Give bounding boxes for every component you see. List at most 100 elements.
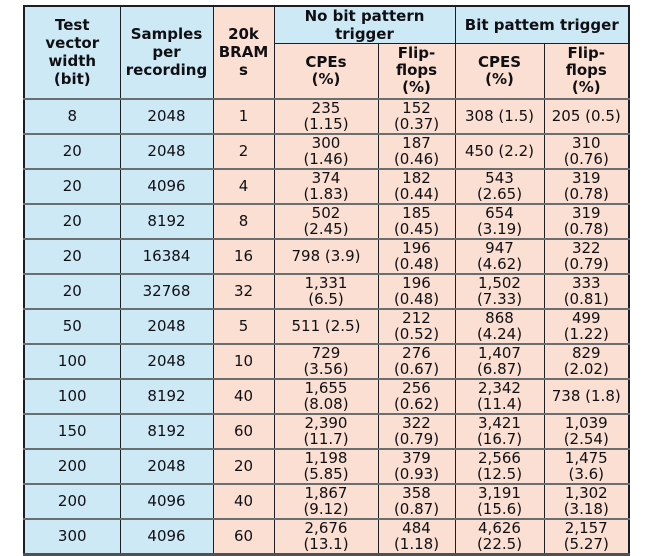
resource-utilization-table: Test vector width (bit) Samples per reco…: [23, 5, 631, 556]
cell-test-vector-width: 20: [23, 167, 120, 204]
table-row: 20 2048 2 300 (1.46) 187 (0.46) 450 (2.2) 310 …: [23, 132, 630, 169]
cell-bit-trigger-flipflops: 319 (0.78): [543, 167, 630, 204]
cell-bit-trigger-cpes: 947 (4.62): [454, 237, 544, 274]
table-row: 300 4096 60 2,676 (13.1) 484 (1.18) 4,626 (22…: [23, 517, 630, 554]
cell-bit-trigger-flipflops: 1,475 (3.6): [543, 447, 630, 484]
cell-brams-20k: 8: [212, 202, 274, 239]
cell-no-trigger-flipflops: 256 (0.62): [377, 377, 455, 414]
cell-no-trigger-flipflops: 276 (0.67): [377, 342, 455, 379]
cell-no-trigger-flipflops: 358 (0.87): [377, 482, 455, 519]
cell-bit-trigger-cpes: 450 (2.2): [454, 132, 544, 169]
cell-no-trigger-cpes: 1,331 (6.5): [273, 272, 378, 309]
cell-no-trigger-cpes: 1,867 (9.12): [273, 482, 378, 519]
cell-brams-20k: 20: [212, 447, 274, 484]
cell-bit-trigger-cpes: 868 (4.24): [454, 307, 544, 344]
cell-bit-trigger-flipflops: 322 (0.79): [543, 237, 630, 274]
column-header-bit-trigger-cpes: CPES (%): [454, 43, 544, 99]
cell-no-trigger-cpes: 374 (1.83): [273, 167, 378, 204]
cell-bit-trigger-cpes: 654 (3.19): [454, 202, 544, 239]
cell-samples-per-recording: 2048: [119, 447, 213, 484]
cell-test-vector-width: 20: [23, 132, 120, 169]
cell-no-trigger-cpes: 511 (2.5): [273, 307, 378, 344]
cell-no-trigger-cpes: 502 (2.45): [273, 202, 378, 239]
cell-no-trigger-flipflops: 322 (0.79): [377, 412, 455, 449]
cell-test-vector-width: 100: [23, 342, 120, 379]
cell-bit-trigger-flipflops: 319 (0.78): [543, 202, 630, 239]
cell-no-trigger-flipflops: 196 (0.48): [377, 237, 455, 274]
cell-no-trigger-cpes: 2,676 (13.1): [273, 517, 378, 554]
cell-test-vector-width: 100: [23, 377, 120, 414]
cell-brams-20k: 60: [212, 412, 274, 449]
cell-samples-per-recording: 2048: [119, 97, 213, 134]
cell-bit-trigger-cpes: 308 (1.5): [454, 97, 544, 134]
cell-no-trigger-flipflops: 379 (0.93): [377, 447, 455, 484]
cell-no-trigger-flipflops: 187 (0.46): [377, 132, 455, 169]
cell-bit-trigger-flipflops: 499 (1.22): [543, 307, 630, 344]
cell-brams-20k: 32: [212, 272, 274, 309]
table-row: 150 8192 60 2,390 (11.7) 322 (0.79) 3,421 (16…: [23, 412, 630, 449]
cell-samples-per-recording: 32768: [119, 272, 213, 309]
cell-samples-per-recording: 4096: [119, 167, 213, 204]
column-header-samples-per-recording: Samples per recording: [119, 6, 213, 99]
cell-brams-20k: 2: [212, 132, 274, 169]
cell-samples-per-recording: 16384: [119, 237, 213, 274]
cell-samples-per-recording: 2048: [119, 307, 213, 344]
table-row: 20 32768 32 1,331 (6.5) 196 (0.48) 1,502 (7.3…: [23, 272, 630, 309]
table-row: 20 16384 16 798 (3.9) 196 (0.48) 947 (4.62) 32…: [23, 237, 630, 274]
column-header-brams-20k: 20k BRAM s: [212, 6, 274, 99]
cell-samples-per-recording: 8192: [119, 202, 213, 239]
cell-brams-20k: 16: [212, 237, 274, 274]
column-header-test-vector-width: Test vector width (bit): [23, 6, 120, 99]
group-header-bit-pattern-trigger: Bit pattem trigger: [454, 6, 630, 44]
cell-test-vector-width: 20: [23, 202, 120, 239]
cell-samples-per-recording: 4096: [119, 517, 213, 554]
table-row: 8 2048 1 235 (1.15) 152 (0.37) 308 (1.5) 205 (…: [23, 97, 630, 134]
cell-samples-per-recording: 8192: [119, 377, 213, 414]
cell-test-vector-width: 200: [23, 482, 120, 519]
cell-no-trigger-flipflops: 182 (0.44): [377, 167, 455, 204]
cell-bit-trigger-flipflops: 738 (1.8): [543, 377, 630, 414]
cell-no-trigger-flipflops: 484 (1.18): [377, 517, 455, 554]
table-row: 50 2048 5 511 (2.5) 212 (0.52) 868 (4.24) 499 …: [23, 307, 630, 344]
table-row: 20 8192 8 502 (2.45) 185 (0.45) 654 (3.19) 319…: [23, 202, 630, 239]
cell-test-vector-width: 150: [23, 412, 120, 449]
cell-samples-per-recording: 4096: [119, 482, 213, 519]
cell-no-trigger-flipflops: 152 (0.37): [377, 97, 455, 134]
cell-no-trigger-cpes: 798 (3.9): [273, 237, 378, 274]
cell-test-vector-width: 20: [23, 237, 120, 274]
cell-test-vector-width: 8: [23, 97, 120, 134]
cell-bit-trigger-cpes: 1,407 (6.87): [454, 342, 544, 379]
table-header: Test vector width (bit) Samples per reco…: [23, 6, 630, 99]
cell-test-vector-width: 200: [23, 447, 120, 484]
cell-bit-trigger-flipflops: 2,157 (5.27): [543, 517, 630, 554]
cell-bit-trigger-cpes: 543 (2.65): [454, 167, 544, 204]
cell-samples-per-recording: 2048: [119, 132, 213, 169]
resource-utilization-table-wrap: Test vector width (bit) Samples per reco…: [23, 5, 631, 556]
group-header-no-bit-pattern-trigger: No bit pattern trigger: [273, 6, 455, 44]
cell-brams-20k: 1: [212, 97, 274, 134]
cell-bit-trigger-cpes: 3,421 (16.7): [454, 412, 544, 449]
cell-brams-20k: 5: [212, 307, 274, 344]
cell-no-trigger-cpes: 729 (3.56): [273, 342, 378, 379]
table-row: 200 2048 20 1,198 (5.85) 379 (0.93) 2,566 (12…: [23, 447, 630, 484]
cell-bit-trigger-flipflops: 829 (2.02): [543, 342, 630, 379]
cell-bit-trigger-flipflops: 205 (0.5): [543, 97, 630, 134]
cell-bit-trigger-cpes: 1,502 (7.33): [454, 272, 544, 309]
cell-no-trigger-flipflops: 212 (0.52): [377, 307, 455, 344]
cell-brams-20k: 10: [212, 342, 274, 379]
table-row: 100 8192 40 1,655 (8.08) 256 (0.62) 2,342 (11…: [23, 377, 630, 414]
cell-brams-20k: 40: [212, 482, 274, 519]
cell-bit-trigger-cpes: 2,566 (12.5): [454, 447, 544, 484]
cell-brams-20k: 4: [212, 167, 274, 204]
cell-samples-per-recording: 2048: [119, 342, 213, 379]
cell-no-trigger-cpes: 235 (1.15): [273, 97, 378, 134]
table-row: 200 4096 40 1,867 (9.12) 358 (0.87) 3,191 (15…: [23, 482, 630, 519]
cell-bit-trigger-flipflops: 310 (0.76): [543, 132, 630, 169]
cell-no-trigger-cpes: 300 (1.46): [273, 132, 378, 169]
table-row: 20 4096 4 374 (1.83) 182 (0.44) 543 (2.65) 319…: [23, 167, 630, 204]
cell-no-trigger-flipflops: 185 (0.45): [377, 202, 455, 239]
cell-bit-trigger-flipflops: 1,302 (3.18): [543, 482, 630, 519]
table-row: 100 2048 10 729 (3.56) 276 (0.67) 1,407 (6.87…: [23, 342, 630, 379]
cell-test-vector-width: 300: [23, 517, 120, 554]
cell-bit-trigger-flipflops: 1,039 (2.54): [543, 412, 630, 449]
